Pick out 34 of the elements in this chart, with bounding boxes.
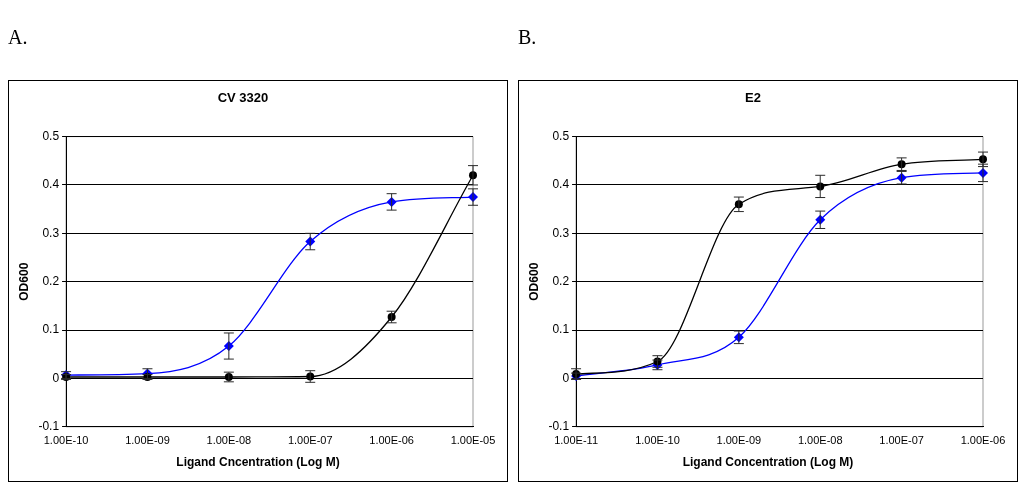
y-axis-title: OD600	[16, 262, 31, 301]
y-tick-label: 0.3	[552, 225, 570, 240]
x-tick-label: 1.00E-07	[879, 434, 924, 447]
y-tick-label: -0.1	[38, 419, 60, 434]
text: A.	[8, 26, 29, 50]
x-tick-label: 1.00E-09	[716, 434, 762, 447]
x-axis-title: Ligand Concentration (Log M)	[681, 455, 855, 469]
x-tick-label: 1.00E-06	[960, 434, 1006, 447]
x-tick-label: 1.00E-06	[369, 434, 414, 447]
y-tick-label: 0.2	[42, 274, 60, 289]
x-axis-title: Ligand Cncentration (Log M)	[175, 455, 341, 469]
y-tick-label: 0.4	[552, 177, 570, 192]
x-tick-label: 1.00E-05	[450, 434, 496, 447]
text: B.	[518, 26, 538, 50]
x-tick-label: 1.00E-11	[554, 434, 598, 447]
x-tick-label: 1.00E-09	[125, 434, 170, 447]
y-tick-label: 0	[562, 370, 570, 385]
chart-title: E2	[745, 90, 761, 106]
x-tick-label: 1.00E-07	[287, 434, 333, 447]
x-tick-label: 1.00E-08	[797, 434, 843, 447]
y-tick-label: 0.1	[42, 322, 60, 337]
x-tick-label: 1.00E-08	[206, 434, 252, 447]
y-tick-label: 0.4	[42, 177, 60, 192]
y-tick-label: 0.2	[552, 274, 570, 289]
y-axis-title: OD600	[526, 262, 541, 301]
x-tick-label: 1.00E-10	[43, 434, 89, 447]
y-tick-label: 0.5	[42, 128, 60, 143]
x-tick-label: 1.00E-10	[635, 434, 680, 447]
y-tick-label: 0.1	[552, 322, 570, 337]
y-tick-label: -0.1	[548, 419, 570, 434]
y-tick-label: 0.5	[552, 128, 570, 143]
y-tick-label: 0.3	[42, 225, 60, 240]
chart-title: CV 3320	[217, 90, 269, 106]
y-tick-label: 0	[52, 370, 60, 385]
